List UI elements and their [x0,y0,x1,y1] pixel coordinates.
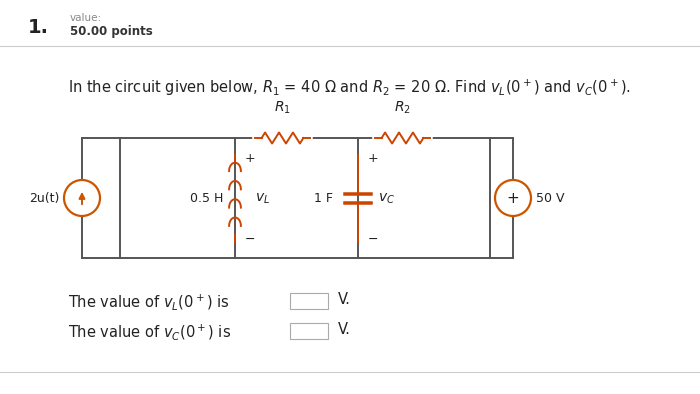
Text: $v_C$: $v_C$ [378,191,395,206]
Text: +: + [368,152,379,165]
Text: $R_1$: $R_1$ [274,100,291,116]
Text: V.: V. [338,292,351,307]
Text: 0.5 H: 0.5 H [190,192,223,205]
Text: value:: value: [70,13,102,23]
Text: −: − [368,232,379,245]
Text: 1.: 1. [28,18,49,37]
Text: 50 V: 50 V [536,191,564,204]
Text: In the circuit given below, $R_1$ = 40 $\Omega$ and $R_2$ = 20 $\Omega$. Find $v: In the circuit given below, $R_1$ = 40 $… [68,78,631,98]
Text: +: + [507,191,519,206]
Text: The value of $v_C(0^+)$ is: The value of $v_C(0^+)$ is [68,322,231,342]
Text: $v_L$: $v_L$ [255,191,270,206]
FancyBboxPatch shape [290,293,328,309]
Text: +: + [245,152,255,165]
Text: The value of $v_L(0^+)$ is: The value of $v_L(0^+)$ is [68,292,230,312]
Text: $R_2$: $R_2$ [394,100,411,116]
Text: 1 F: 1 F [314,192,333,205]
Text: 2u(t): 2u(t) [29,191,59,204]
Text: −: − [245,232,255,245]
Text: V.: V. [338,322,351,337]
FancyBboxPatch shape [290,323,328,339]
Text: 50.00 points: 50.00 points [70,25,153,38]
